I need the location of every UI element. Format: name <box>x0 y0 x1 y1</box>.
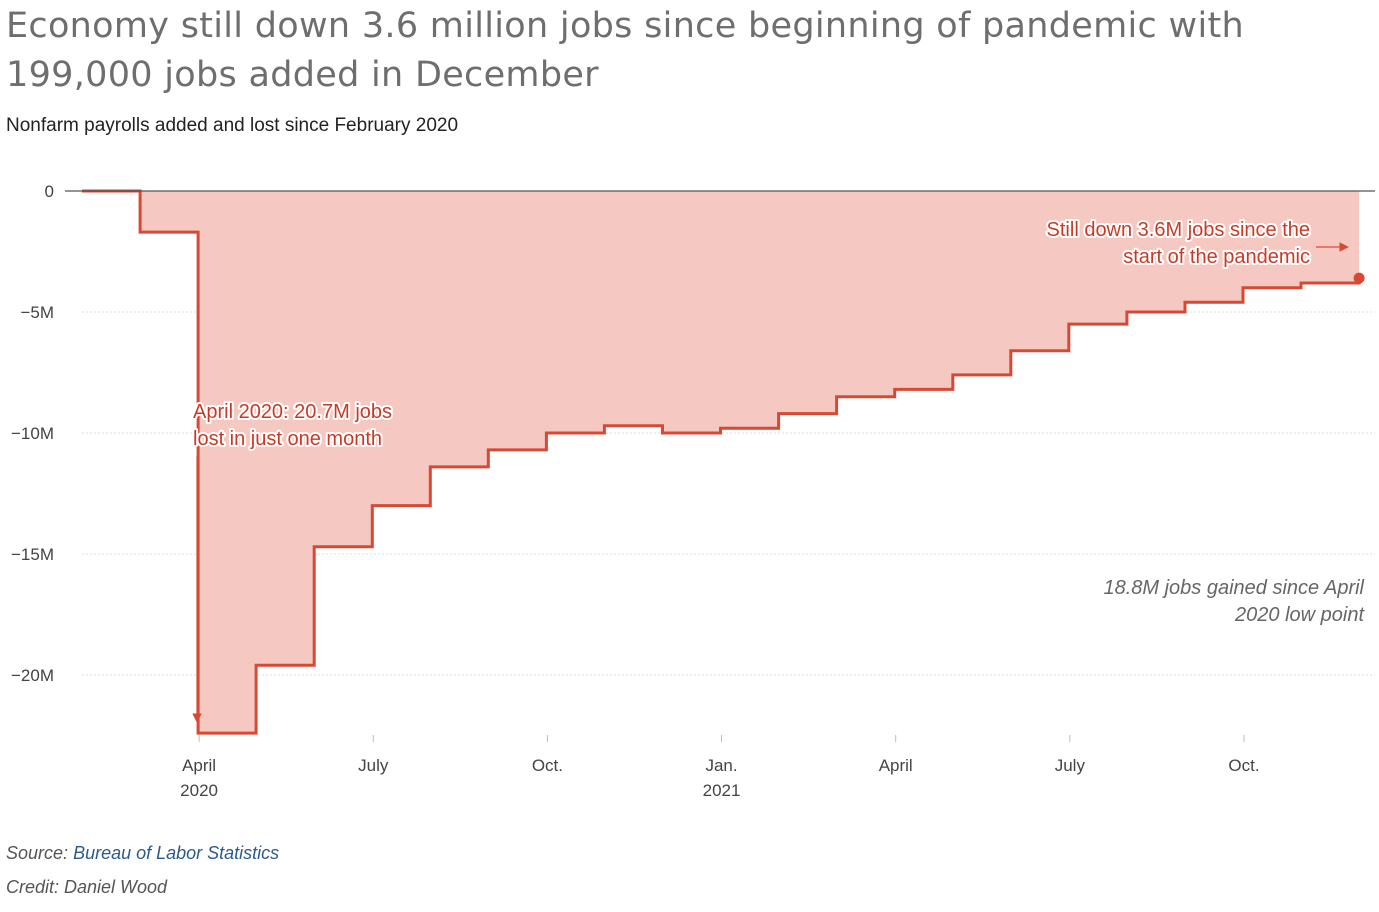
annotation-current-line-1: Still down 3.6M jobs since the <box>1047 219 1310 241</box>
x-tick-label: Oct. <box>1228 756 1259 775</box>
annotation-current-line-2: start of the pandemic <box>1123 246 1310 268</box>
jobs-chart: 0 −5M −10M −15M −20M April 2020 July Oct. Jan. 202… <box>11 182 1375 800</box>
x-tick-sublabel: 2020 <box>180 781 218 800</box>
axes: 0 −5M −10M −15M −20M April 2020 July Oct. Jan. 202… <box>11 182 1375 800</box>
credit-note: Credit: Daniel Wood <box>6 877 168 897</box>
y-tick-label: −20M <box>11 666 54 685</box>
annotation-low-line-1: April 2020: 20.7M jobs <box>193 401 392 423</box>
annotation-gain-line-2: 2020 low point <box>1234 604 1365 626</box>
x-tick-sublabel: 2021 <box>703 781 741 800</box>
source-link[interactable]: Bureau of Labor Statistics <box>73 843 280 863</box>
y-tick-label: −5M <box>20 303 54 322</box>
x-tick-label: Jan. <box>705 756 737 775</box>
source-note: Source: Bureau of Labor Statistics <box>6 843 279 864</box>
payroll-line <box>82 189 1361 735</box>
chart-subtitle: Nonfarm payrolls added and lost since Fe… <box>6 115 459 136</box>
y-tick-label: −15M <box>11 545 54 564</box>
source-prefix: Source: <box>6 843 69 863</box>
y-tick-label: −10M <box>11 424 54 443</box>
x-tick-label: July <box>358 756 389 775</box>
x-tick-label: April <box>879 756 913 775</box>
latest-point <box>1353 272 1365 284</box>
deficit-area <box>82 191 1360 734</box>
area-layer <box>82 191 1360 734</box>
line-layer <box>82 189 1365 735</box>
annotations: April 2020: 20.7M jobs lost in just one m… <box>191 217 1365 723</box>
annotation-gain-line-1: 18.8M jobs gained since April <box>1103 577 1364 599</box>
y-tick-label: 0 <box>45 182 54 201</box>
annotation-low-line-2: lost in just one month <box>193 428 382 450</box>
chart-title: Economy still down 3.6 million jobs sinc… <box>6 6 1244 95</box>
x-tick-label: April <box>182 756 216 775</box>
x-tick-label: July <box>1055 756 1086 775</box>
x-tick-label: Oct. <box>532 756 563 775</box>
